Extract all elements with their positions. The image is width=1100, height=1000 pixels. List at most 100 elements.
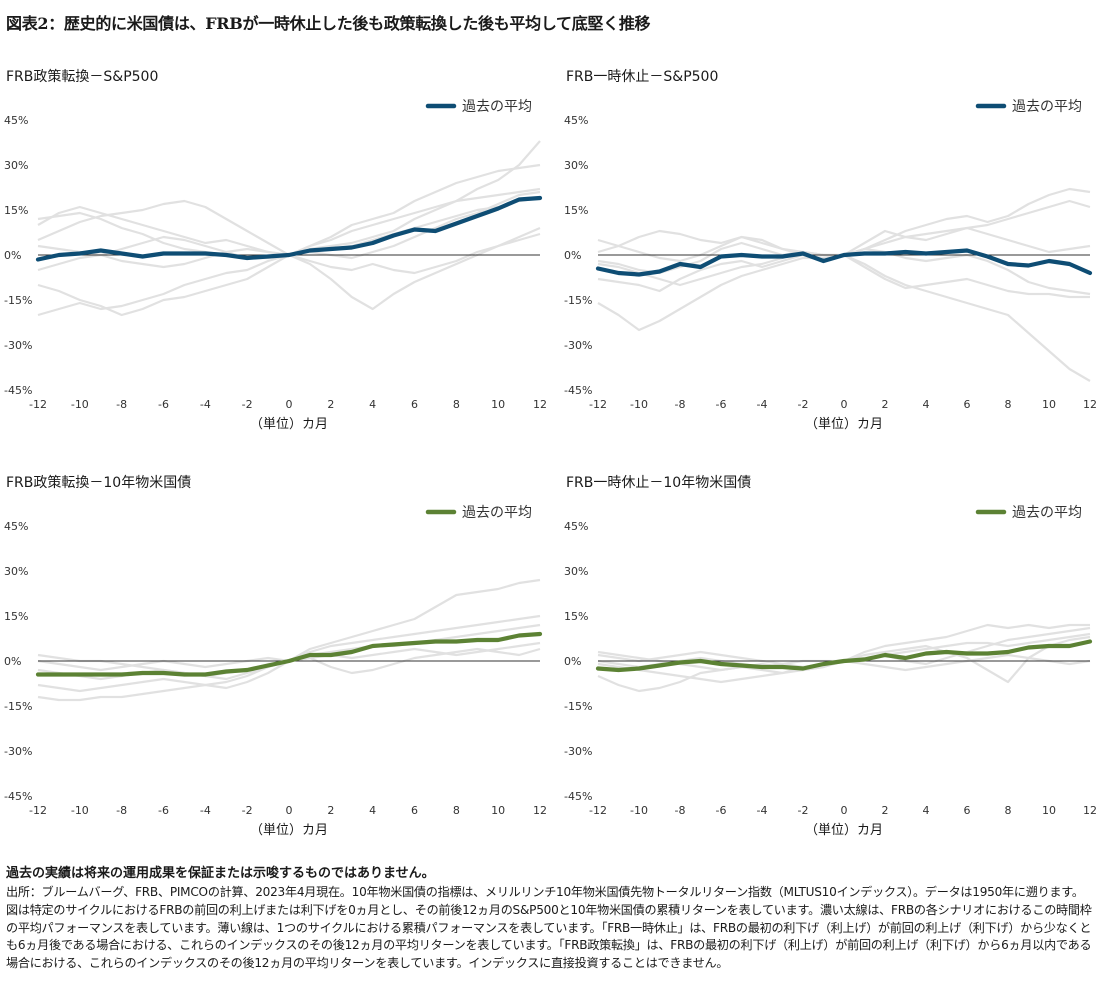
x-tick-label: 12 (533, 398, 547, 411)
x-tick-label: -2 (242, 398, 253, 411)
x-tick-label: -8 (116, 804, 127, 817)
y-tick-label: 15% (564, 204, 588, 217)
x-tick-label: 6 (964, 398, 971, 411)
x-tick-label: -10 (630, 804, 648, 817)
x-tick-label: -2 (798, 398, 809, 411)
x-tick-label: -8 (675, 804, 686, 817)
chart-title: FRB一時休止－S&P500 (566, 69, 719, 85)
average-series-line (35, 631, 543, 677)
x-tick-label: -12 (29, 398, 47, 411)
x-tick-label: -6 (716, 804, 727, 817)
x-tick-label: 12 (1083, 804, 1097, 817)
x-tick-label: 8 (453, 398, 460, 411)
x-tick-label: -8 (116, 398, 127, 411)
x-tick-label: -4 (757, 804, 768, 817)
y-tick-label: -30% (564, 745, 592, 758)
source-notes: 出所：ブルームバーグ、FRB、PIMCOの計算、2023年4月現在。10年物米国… (6, 885, 1092, 971)
y-tick-label: 30% (564, 565, 588, 578)
y-tick-label: 30% (564, 159, 588, 172)
x-tick-label: 0 (841, 398, 848, 411)
x-tick-label: 6 (411, 398, 418, 411)
x-tick-label: 12 (533, 804, 547, 817)
x-tick-label: -10 (630, 398, 648, 411)
x-tick-label: -4 (200, 398, 211, 411)
chart-svg: 45% 30% 15% 0% -15% -30% -45%-12 -10 -8 -6 -4 -2 0 2 4… (4, 99, 547, 432)
x-tick-label: 8 (1005, 804, 1012, 817)
chart-panel-pause-treasury: FRB一時休止－10年物米国債 45% 30% 15% 0% -15% -30% -45% -… (560, 468, 1100, 868)
x-tick-label: -12 (589, 398, 607, 411)
y-tick-label: -45% (564, 384, 592, 397)
x-tick-label: 4 (923, 804, 930, 817)
figure-title: 図表2：歴史的に米国債は、FRBが一時休止した後も政策転換した後も平均して底堅く… (6, 14, 651, 33)
x-tick-label: 0 (286, 398, 293, 411)
y-tick-label: -30% (4, 339, 32, 352)
y-tick-label: 15% (4, 610, 28, 623)
x-tick-label: -10 (71, 398, 89, 411)
legend-label: 過去の平均 (462, 99, 532, 115)
cycle-series-line (37, 163, 541, 317)
y-tick-label: 15% (4, 204, 28, 217)
x-tick-label: 4 (369, 804, 376, 817)
x-tick-label: -4 (757, 398, 768, 411)
chart-title: FRB政策転換－S&P500 (6, 69, 159, 85)
x-tick-label: -10 (71, 804, 89, 817)
x-tick-label: 8 (453, 804, 460, 817)
x-tick-label: -12 (29, 804, 47, 817)
x-tick-label: -8 (675, 398, 686, 411)
cycle-series-line (37, 647, 541, 693)
y-tick-label: -45% (564, 790, 592, 803)
x-tick-label: -12 (589, 804, 607, 817)
x-tick-label: 2 (327, 804, 334, 817)
y-tick-label: -15% (564, 294, 592, 307)
x-tick-label: 8 (1005, 398, 1012, 411)
y-tick-label: -15% (564, 700, 592, 713)
x-axis-label: （単位）カ月 (250, 822, 328, 838)
chart-svg: 45% 30% 15% 0% -15% -30% -45%-12 -10 -8 -6 -4 -2 0 2 4… (4, 505, 547, 838)
x-tick-label: 2 (327, 398, 334, 411)
cycle-series-line (597, 623, 1090, 693)
cycle-series-line (597, 241, 1090, 299)
x-tick-label: 4 (369, 398, 376, 411)
y-tick-label: 30% (4, 565, 28, 578)
y-tick-label: 0% (564, 249, 581, 262)
x-tick-label: -6 (158, 398, 169, 411)
y-tick-label: -30% (4, 745, 32, 758)
average-series-line (595, 248, 1093, 277)
y-tick-label: 45% (4, 114, 28, 127)
x-axis-label: （単位）カ月 (250, 416, 328, 432)
chart-svg: 45% 30% 15% 0% -15% -30% -45%-12 -10 -8 -6 -4 -2 0 2 4… (564, 505, 1097, 838)
y-tick-label: 30% (4, 159, 28, 172)
y-tick-label: -45% (4, 384, 32, 397)
y-tick-label: -15% (4, 294, 32, 307)
x-tick-label: -6 (158, 804, 169, 817)
x-tick-label: 0 (286, 804, 293, 817)
x-tick-label: 10 (1042, 804, 1056, 817)
x-tick-label: 10 (491, 804, 505, 817)
x-axis-label: （単位）カ月 (805, 822, 883, 838)
y-tick-label: 0% (4, 249, 21, 262)
y-tick-label: 45% (564, 520, 588, 533)
cycle-series-line (37, 196, 541, 257)
chart-panel-pivot-treasury: FRB政策転換－10年物米国債 45% 30% 15% 0% -15% -30% -45% -… (0, 468, 550, 868)
x-tick-label: 6 (411, 804, 418, 817)
cycle-series-line (37, 614, 541, 681)
x-tick-label: -4 (200, 804, 211, 817)
x-axis-label: （単位）カ月 (805, 416, 883, 432)
chart-title: FRB政策転換－10年物米国債 (6, 475, 192, 491)
cycle-series-line (37, 641, 541, 672)
y-tick-label: -15% (4, 700, 32, 713)
chart-title: FRB一時休止－10年物米国債 (566, 475, 752, 491)
y-tick-label: 0% (564, 655, 581, 668)
y-tick-label: 15% (564, 610, 588, 623)
chart-svg: 45% 30% 15% 0% -15% -30% -45%-12 -10 -8 -6 -4 -2 0 2 4… (564, 99, 1097, 432)
legend-label: 過去の平均 (1012, 99, 1082, 115)
chart-panel-pause-sp500: FRB一時休止－S&P500 45% 30% 15% 0% -15% -30% -45% -1… (560, 62, 1100, 462)
average-series-line (35, 195, 543, 262)
x-tick-label: 10 (1042, 398, 1056, 411)
x-tick-label: 10 (491, 398, 505, 411)
y-tick-label: 0% (4, 655, 21, 668)
y-tick-label: -45% (4, 790, 32, 803)
x-tick-label: -6 (716, 398, 727, 411)
chart-panel-pivot-sp500: FRB政策転換－S&P500 45% 30% 15% 0% -15% -30% -45% -1… (0, 62, 550, 462)
x-tick-label: 6 (964, 804, 971, 817)
